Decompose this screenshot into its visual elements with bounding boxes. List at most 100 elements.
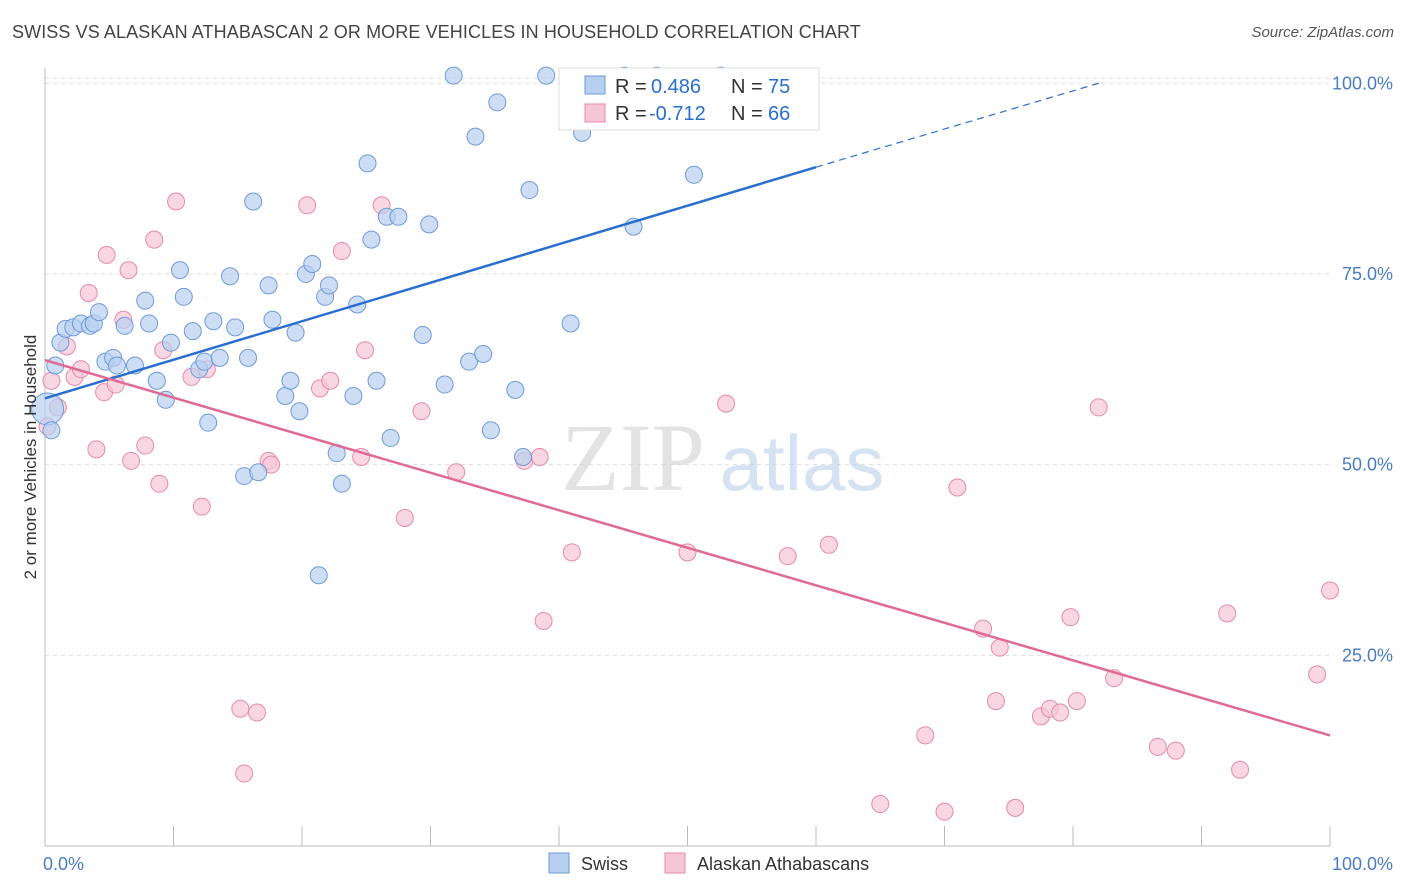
swiss-point-30 [239, 348, 258, 367]
swiss-point-19 [170, 261, 189, 280]
watermark-atlas: atlas [720, 419, 885, 507]
swiss-point-43 [319, 276, 338, 295]
swiss-point-57 [444, 66, 463, 85]
y-tick-label-50: 50.0% [1342, 455, 1393, 475]
alaskan-point-46 [916, 726, 935, 745]
alaskan-point-58 [1089, 398, 1108, 417]
alaskan-point-32 [355, 341, 374, 360]
swiss-point-49 [362, 230, 381, 249]
swiss-point-26 [210, 348, 229, 367]
swiss-series-points [31, 66, 730, 585]
swiss-point-18 [161, 333, 180, 352]
legend-label-alaskan[interactable]: Alaskan Athabascans [697, 854, 869, 874]
alaskan-point-55 [1051, 703, 1070, 722]
alaskan-point-45 [871, 795, 890, 814]
stats-r-label-swiss: R = [615, 76, 647, 98]
alaskan-point-24 [248, 703, 267, 722]
legend-label-swiss[interactable]: Swiss [581, 854, 628, 874]
legend-swatch-alaskan[interactable] [664, 852, 686, 874]
stats-swatch-alaskan [584, 103, 606, 123]
alaskan-point-42 [717, 394, 736, 413]
y-tick-labels: 25.0% 50.0% 75.0% 100.0% [1332, 73, 1393, 665]
y-tick-label-25: 25.0% [1342, 645, 1393, 665]
swiss-point-46 [344, 386, 363, 405]
swiss-point-16 [147, 371, 166, 390]
chart-title: SWISS VS ALASKAN ATHABASCAN 2 OR MORE VE… [12, 22, 861, 42]
swiss-point-15 [140, 314, 159, 333]
swiss-point-31 [244, 192, 263, 211]
alaskan-point-56 [1061, 608, 1080, 627]
alaskan-point-16 [150, 474, 169, 493]
alaskan-point-6 [79, 284, 98, 303]
swiss-point-66 [537, 66, 556, 85]
stats-r-value-swiss: 0.486 [651, 76, 701, 98]
stats-r-value-alaskan: -0.712 [649, 103, 706, 125]
swiss-point-52 [381, 428, 400, 447]
alaskan-point-39 [534, 611, 553, 630]
stats-box: R = 0.486 N = 75 R = -0.712 N = 66 [558, 67, 820, 131]
stats-swatch-swiss [584, 75, 606, 95]
alaskan-point-15 [145, 230, 164, 249]
swiss-trend-line [44, 165, 817, 400]
swiss-point-62 [488, 93, 507, 112]
swiss-point-36 [281, 371, 300, 390]
alaskan-point-18 [167, 192, 186, 211]
swiss-point-50 [367, 371, 386, 390]
swiss-point-67 [561, 314, 580, 333]
y-tick-label-100: 100.0% [1332, 73, 1393, 93]
swiss-point-63 [506, 380, 525, 399]
swiss-point-32 [249, 463, 268, 482]
stats-n-label-swiss: N = [731, 76, 763, 98]
alaskan-point-7 [87, 440, 106, 459]
alaskan-point-27 [298, 196, 317, 215]
stats-n-label-alaskan: N = [731, 103, 763, 125]
alaskan-point-43 [778, 547, 797, 566]
alaskan-point-13 [122, 451, 141, 470]
swiss-point-40 [303, 255, 322, 274]
legend-swatch-swiss[interactable] [548, 852, 570, 874]
swiss-point-48 [358, 154, 377, 173]
swiss-point-60 [474, 345, 493, 364]
swiss-point-53 [389, 207, 408, 226]
swiss-point-54 [413, 325, 432, 344]
swiss-point-14 [136, 291, 155, 310]
alaskan-point-62 [1218, 604, 1237, 623]
watermark-zip: ZIP [561, 404, 705, 511]
y-tick-label-75: 75.0% [1342, 264, 1393, 284]
swiss-point-27 [221, 267, 240, 286]
swiss-point-23 [195, 352, 214, 371]
swiss-point-28 [226, 318, 245, 337]
swiss-point-61 [481, 421, 500, 440]
y-axis-label: 2 or more Vehicles in Household [21, 335, 40, 580]
alaskan-point-47 [935, 802, 954, 821]
swiss-point-65 [520, 181, 539, 200]
alaskan-point-63 [1231, 760, 1250, 779]
alaskan-point-50 [986, 692, 1005, 711]
swiss-point-12 [115, 316, 134, 335]
alaskan-point-61 [1166, 741, 1185, 760]
alaskan-point-9 [97, 245, 116, 264]
alaskan-point-48 [948, 478, 967, 497]
alaskan-point-23 [235, 764, 254, 783]
swiss-point-38 [290, 402, 309, 421]
x-axis-ticks [173, 826, 1331, 846]
alaskan-point-35 [412, 402, 431, 421]
swiss-point-72 [684, 165, 703, 184]
alaskan-point-44 [819, 535, 838, 554]
alaskan-point-12 [119, 261, 138, 280]
alaskan-point-52 [1006, 798, 1025, 817]
alaskan-point-22 [231, 699, 250, 718]
alaskan-point-40 [562, 543, 581, 562]
source-credit: Source: ZipAtlas.com [1251, 24, 1394, 41]
swiss-point-35 [276, 386, 295, 405]
gridlines [45, 77, 1330, 656]
swiss-point-37 [286, 323, 305, 342]
swiss-point-45 [332, 474, 351, 493]
swiss-point-20 [174, 287, 193, 306]
swiss-point-33 [259, 276, 278, 295]
legend: Swiss Alaskan Athabascans [548, 852, 869, 874]
alaskan-point-14 [136, 436, 155, 455]
swiss-point-34 [263, 310, 282, 329]
swiss-point-74 [42, 421, 61, 440]
